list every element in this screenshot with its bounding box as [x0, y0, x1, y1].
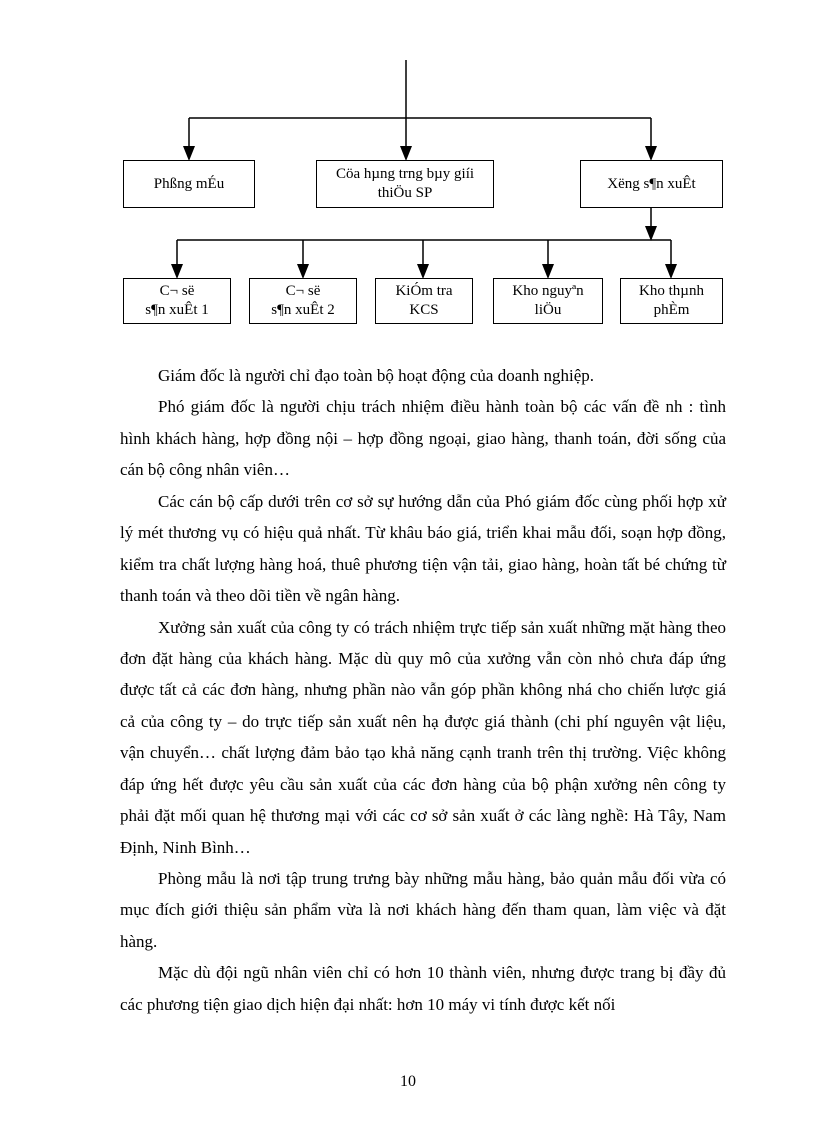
node-kho-nguyen-lieu: Kho nguyªn liÖu: [493, 278, 603, 324]
page-number: 10: [0, 1073, 816, 1091]
node-label: C¬ së s¶n xuÊt 1: [145, 282, 208, 320]
node-label: Phßng mÉu: [154, 175, 224, 194]
node-label: Kho nguyªn liÖu: [512, 282, 583, 320]
paragraph: Phòng mẫu là nơi tập trung trưng bày nhữ…: [120, 863, 726, 957]
node-label: Kho thµnh phÈm: [639, 282, 704, 320]
node-kho-thanh-pham: Kho thµnh phÈm: [620, 278, 723, 324]
node-label: C¬ së s¶n xuÊt 2: [271, 282, 334, 320]
node-phong-mau: Phßng mÉu: [123, 160, 255, 208]
paragraph: Mặc dù đội ngũ nhân viên chỉ có hơn 10 t…: [120, 957, 726, 1020]
page: Phßng mÉu Cöa hµng trng bµy giíi thiÖu S…: [0, 0, 816, 1123]
paragraph: Phó giám đốc là người chịu trách nhiệm đ…: [120, 391, 726, 485]
node-label: Cöa hµng trng bµy giíi thiÖu SP: [323, 165, 487, 203]
org-chart-diagram: Phßng mÉu Cöa hµng trng bµy giíi thiÖu S…: [123, 60, 723, 340]
node-co-so-1: C¬ së s¶n xuÊt 1: [123, 278, 231, 324]
node-label: Xëng s¶n xuÊt: [607, 175, 695, 194]
paragraph: Các cán bộ cấp dưới trên cơ sở sự hướng …: [120, 486, 726, 612]
body-text: Giám đốc là người chỉ đạo toàn bộ hoạt đ…: [120, 360, 726, 1020]
node-cua-hang: Cöa hµng trng bµy giíi thiÖu SP: [316, 160, 494, 208]
paragraph: Xưởng sản xuất của công ty có trách nhiệ…: [120, 612, 726, 864]
node-co-so-2: C¬ së s¶n xuÊt 2: [249, 278, 357, 324]
paragraph: Giám đốc là người chỉ đạo toàn bộ hoạt đ…: [120, 360, 726, 391]
node-kiem-tra-kcs: KiÓm tra KCS: [375, 278, 473, 324]
node-label: KiÓm tra KCS: [395, 282, 452, 320]
node-xuong-san-xuat: Xëng s¶n xuÊt: [580, 160, 723, 208]
